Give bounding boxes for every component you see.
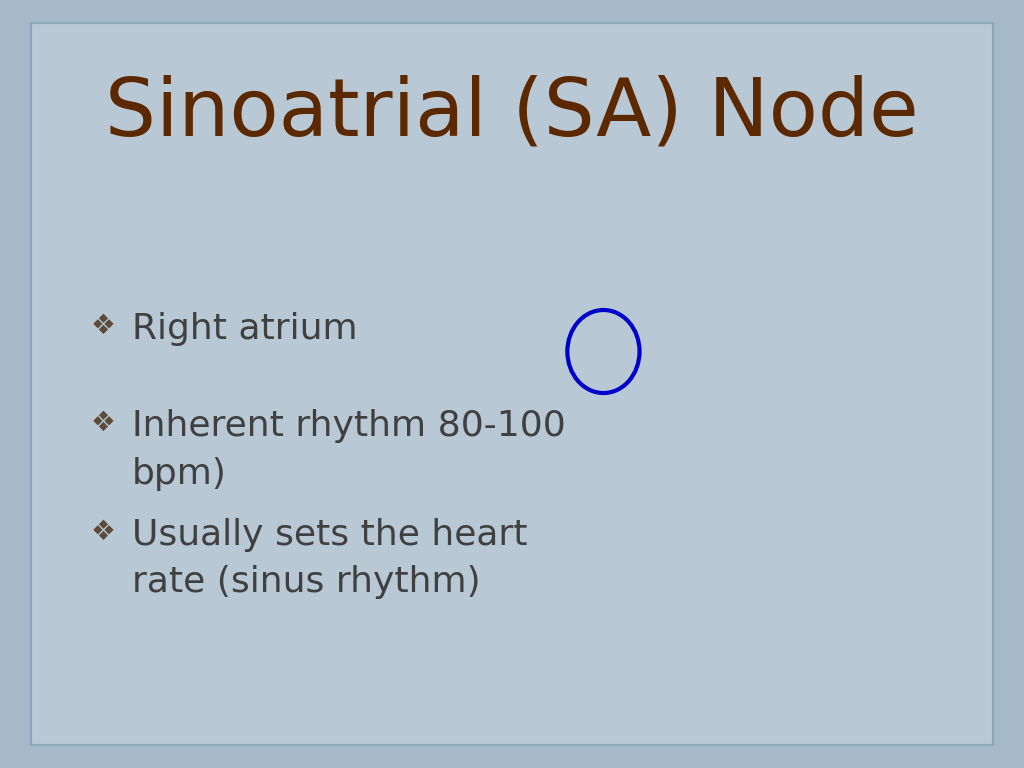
Text: ❖: ❖ [90, 312, 116, 339]
Text: ❖: ❖ [90, 409, 116, 437]
Text: Inherent rhythm 80-100
bpm): Inherent rhythm 80-100 bpm) [132, 409, 565, 491]
Text: Usually sets the heart
rate (sinus rhythm): Usually sets the heart rate (sinus rhyth… [132, 518, 527, 599]
Text: Sinoatrial (SA) Node: Sinoatrial (SA) Node [105, 74, 919, 152]
Text: ❖: ❖ [90, 518, 116, 545]
Text: Right atrium: Right atrium [132, 312, 357, 346]
